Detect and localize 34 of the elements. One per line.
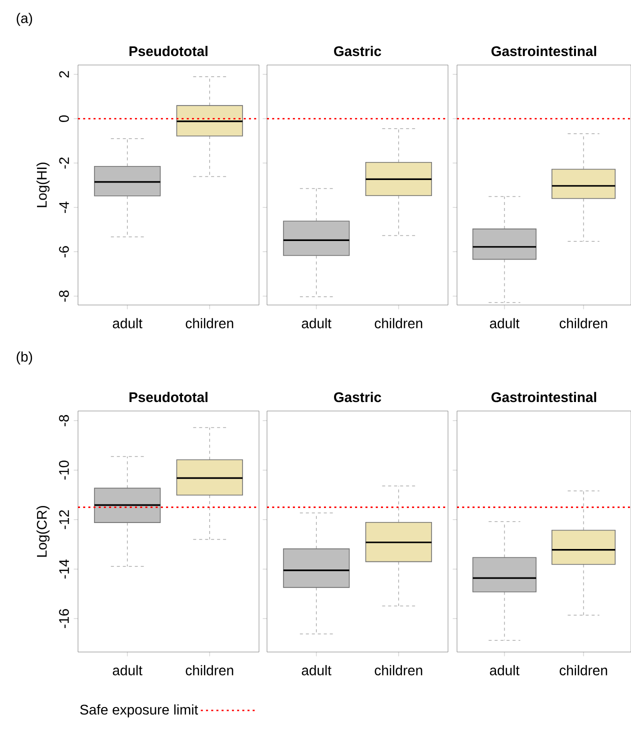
- y-axis-title: Log(HI): [36, 162, 50, 208]
- chart-title: Pseudototal: [130, 392, 208, 402]
- y-tick-label: 0: [59, 115, 69, 122]
- chart-title: Gastrointestinal: [491, 392, 596, 402]
- chart-title: Gastric: [334, 46, 382, 56]
- y-axis-title: Log(CR): [36, 506, 50, 557]
- text: (a): [16, 12, 32, 26]
- y-tick-label: -6: [59, 246, 69, 258]
- y-tick-label: -12: [59, 510, 69, 530]
- y-tick-label: -16: [59, 609, 69, 628]
- x-tick-label: adult: [112, 665, 142, 676]
- x-tick-label: adult: [490, 318, 520, 328]
- y-tick-label: -14: [59, 559, 69, 579]
- y-tick-label: -10: [59, 460, 69, 480]
- y-tick-label: -8: [59, 415, 69, 426]
- y-tick-label: -4: [59, 202, 69, 213]
- x-tick-label: adult: [302, 665, 332, 676]
- x-tick-label: children: [560, 665, 608, 676]
- x-tick-label: children: [560, 318, 608, 328]
- x-tick-label: children: [186, 665, 234, 676]
- x-tick-label: adult: [302, 318, 332, 328]
- x-tick-label: children: [186, 318, 234, 328]
- x-tick-label: adult: [112, 318, 142, 328]
- chart-title: Gastrointestinal: [491, 46, 596, 56]
- chart-title: Gastric: [334, 392, 382, 402]
- x-tick-label: children: [374, 318, 422, 328]
- y-tick-label: -2: [59, 158, 69, 169]
- legend-label: Safe exposure limit: [80, 704, 198, 718]
- y-tick-label: -8: [59, 290, 69, 302]
- text: (b): [16, 351, 32, 364]
- chart-title: Pseudototal: [130, 46, 208, 56]
- x-tick-label: children: [374, 665, 422, 676]
- x-tick-label: adult: [490, 665, 520, 676]
- y-tick-label: 2: [59, 71, 69, 78]
